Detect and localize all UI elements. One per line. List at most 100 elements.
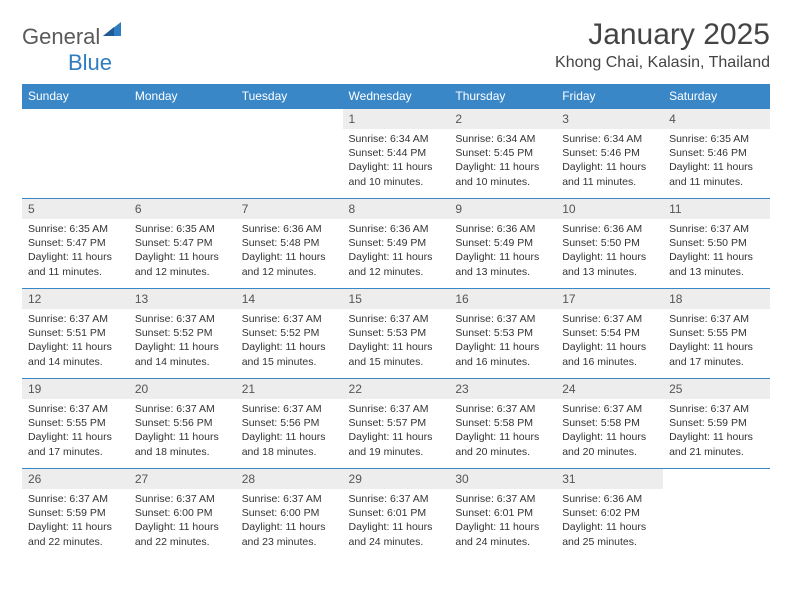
daylight-text: Daylight: 11 hours and 11 minutes. [562,160,657,188]
calendar-cell: 28Sunrise: 6:37 AMSunset: 6:00 PMDayligh… [236,469,343,559]
calendar-cell: 15Sunrise: 6:37 AMSunset: 5:53 PMDayligh… [343,289,450,379]
sunrise-text: Sunrise: 6:37 AM [349,312,444,326]
calendar-cell: 25Sunrise: 6:37 AMSunset: 5:59 PMDayligh… [663,379,770,469]
day-content: Sunrise: 6:36 AMSunset: 5:48 PMDaylight:… [236,219,343,285]
calendar-cell: 10Sunrise: 6:36 AMSunset: 5:50 PMDayligh… [556,199,663,289]
day-number: 21 [236,379,343,399]
day-number: 3 [556,109,663,129]
day-content: Sunrise: 6:37 AMSunset: 6:01 PMDaylight:… [343,489,450,555]
daylight-text: Daylight: 11 hours and 20 minutes. [562,430,657,458]
day-number: 16 [449,289,556,309]
day-header: Thursday [449,84,556,109]
day-number: 23 [449,379,556,399]
daylight-text: Daylight: 11 hours and 17 minutes. [669,340,764,368]
day-number: 27 [129,469,236,489]
day-content: Sunrise: 6:37 AMSunset: 5:58 PMDaylight:… [556,399,663,465]
day-content: Sunrise: 6:37 AMSunset: 5:53 PMDaylight:… [449,309,556,375]
daylight-text: Daylight: 11 hours and 10 minutes. [349,160,444,188]
day-content: Sunrise: 6:35 AMSunset: 5:47 PMDaylight:… [22,219,129,285]
sunset-text: Sunset: 5:50 PM [669,236,764,250]
sunrise-text: Sunrise: 6:37 AM [242,492,337,506]
daylight-text: Daylight: 11 hours and 15 minutes. [349,340,444,368]
daylight-text: Daylight: 11 hours and 16 minutes. [562,340,657,368]
day-content: Sunrise: 6:34 AMSunset: 5:45 PMDaylight:… [449,129,556,195]
day-content: Sunrise: 6:37 AMSunset: 5:59 PMDaylight:… [663,399,770,465]
sunrise-text: Sunrise: 6:34 AM [562,132,657,146]
sunset-text: Sunset: 5:44 PM [349,146,444,160]
calendar-cell [129,109,236,199]
calendar-cell: 18Sunrise: 6:37 AMSunset: 5:55 PMDayligh… [663,289,770,379]
sunrise-text: Sunrise: 6:36 AM [562,492,657,506]
sunset-text: Sunset: 5:49 PM [349,236,444,250]
calendar-cell [22,109,129,199]
calendar-body: 1Sunrise: 6:34 AMSunset: 5:44 PMDaylight… [22,109,770,559]
day-content: Sunrise: 6:36 AMSunset: 6:02 PMDaylight:… [556,489,663,555]
sunrise-text: Sunrise: 6:37 AM [562,312,657,326]
day-number: 10 [556,199,663,219]
day-content: Sunrise: 6:37 AMSunset: 5:50 PMDaylight:… [663,219,770,285]
sunset-text: Sunset: 5:47 PM [135,236,230,250]
calendar-cell: 22Sunrise: 6:37 AMSunset: 5:57 PMDayligh… [343,379,450,469]
sunset-text: Sunset: 5:46 PM [562,146,657,160]
sunrise-text: Sunrise: 6:37 AM [242,312,337,326]
day-number: 7 [236,199,343,219]
sunset-text: Sunset: 5:58 PM [455,416,550,430]
daylight-text: Daylight: 11 hours and 18 minutes. [135,430,230,458]
calendar-cell: 11Sunrise: 6:37 AMSunset: 5:50 PMDayligh… [663,199,770,289]
sunrise-text: Sunrise: 6:37 AM [135,402,230,416]
calendar-header-row: Sunday Monday Tuesday Wednesday Thursday… [22,84,770,109]
day-content: Sunrise: 6:36 AMSunset: 5:50 PMDaylight:… [556,219,663,285]
calendar-cell: 24Sunrise: 6:37 AMSunset: 5:58 PMDayligh… [556,379,663,469]
sunrise-text: Sunrise: 6:37 AM [669,312,764,326]
calendar-week-row: 1Sunrise: 6:34 AMSunset: 5:44 PMDaylight… [22,109,770,199]
sunrise-text: Sunrise: 6:34 AM [455,132,550,146]
sunset-text: Sunset: 5:52 PM [242,326,337,340]
day-content: Sunrise: 6:37 AMSunset: 5:59 PMDaylight:… [22,489,129,555]
calendar-cell: 19Sunrise: 6:37 AMSunset: 5:55 PMDayligh… [22,379,129,469]
calendar-cell: 31Sunrise: 6:36 AMSunset: 6:02 PMDayligh… [556,469,663,559]
logo-text-general: General [22,24,100,50]
day-number: 9 [449,199,556,219]
calendar-cell: 14Sunrise: 6:37 AMSunset: 5:52 PMDayligh… [236,289,343,379]
sunset-text: Sunset: 5:54 PM [562,326,657,340]
day-header: Tuesday [236,84,343,109]
day-number: 29 [343,469,450,489]
day-content: Sunrise: 6:37 AMSunset: 5:55 PMDaylight:… [663,309,770,375]
calendar-cell: 26Sunrise: 6:37 AMSunset: 5:59 PMDayligh… [22,469,129,559]
calendar-cell: 30Sunrise: 6:37 AMSunset: 6:01 PMDayligh… [449,469,556,559]
day-content: Sunrise: 6:37 AMSunset: 5:53 PMDaylight:… [343,309,450,375]
sunset-text: Sunset: 5:45 PM [455,146,550,160]
sunset-text: Sunset: 5:58 PM [562,416,657,430]
sunrise-text: Sunrise: 6:37 AM [455,402,550,416]
daylight-text: Daylight: 11 hours and 11 minutes. [669,160,764,188]
sunrise-text: Sunrise: 6:37 AM [455,312,550,326]
day-number: 31 [556,469,663,489]
sunset-text: Sunset: 6:02 PM [562,506,657,520]
daylight-text: Daylight: 11 hours and 13 minutes. [455,250,550,278]
calendar-cell: 8Sunrise: 6:36 AMSunset: 5:49 PMDaylight… [343,199,450,289]
sunrise-text: Sunrise: 6:37 AM [242,402,337,416]
calendar-cell: 17Sunrise: 6:37 AMSunset: 5:54 PMDayligh… [556,289,663,379]
day-content: Sunrise: 6:34 AMSunset: 5:46 PMDaylight:… [556,129,663,195]
day-number: 12 [22,289,129,309]
daylight-text: Daylight: 11 hours and 12 minutes. [135,250,230,278]
logo-triangle-icon [103,22,121,41]
calendar-week-row: 12Sunrise: 6:37 AMSunset: 5:51 PMDayligh… [22,289,770,379]
calendar-week-row: 19Sunrise: 6:37 AMSunset: 5:55 PMDayligh… [22,379,770,469]
day-number: 30 [449,469,556,489]
sunset-text: Sunset: 5:59 PM [669,416,764,430]
sunset-text: Sunset: 5:52 PM [135,326,230,340]
day-number: 13 [129,289,236,309]
calendar-cell: 6Sunrise: 6:35 AMSunset: 5:47 PMDaylight… [129,199,236,289]
day-content: Sunrise: 6:37 AMSunset: 5:55 PMDaylight:… [22,399,129,465]
calendar-cell: 23Sunrise: 6:37 AMSunset: 5:58 PMDayligh… [449,379,556,469]
daylight-text: Daylight: 11 hours and 22 minutes. [28,520,123,548]
sunrise-text: Sunrise: 6:36 AM [349,222,444,236]
day-content: Sunrise: 6:37 AMSunset: 6:01 PMDaylight:… [449,489,556,555]
sunrise-text: Sunrise: 6:37 AM [455,492,550,506]
day-content: Sunrise: 6:35 AMSunset: 5:46 PMDaylight:… [663,129,770,195]
day-header: Saturday [663,84,770,109]
sunset-text: Sunset: 5:55 PM [28,416,123,430]
day-content: Sunrise: 6:37 AMSunset: 5:52 PMDaylight:… [129,309,236,375]
daylight-text: Daylight: 11 hours and 11 minutes. [28,250,123,278]
